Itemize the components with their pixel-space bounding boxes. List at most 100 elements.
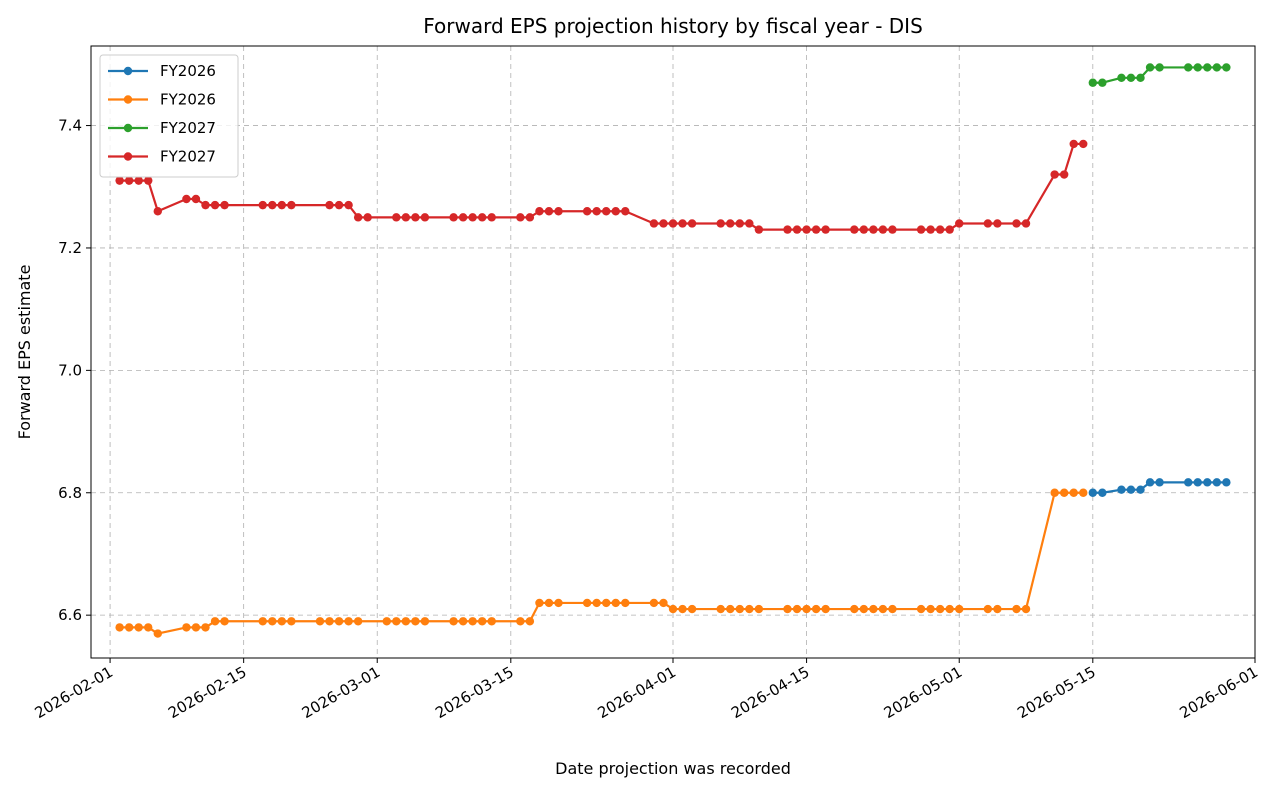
data-point <box>802 225 810 233</box>
y-tick-label: 6.6 <box>58 606 82 624</box>
data-point <box>745 605 753 613</box>
data-point <box>793 605 801 613</box>
data-point <box>411 213 419 221</box>
data-point <box>1136 74 1144 82</box>
data-point <box>1089 489 1097 497</box>
data-point <box>821 605 829 613</box>
data-point <box>888 225 896 233</box>
data-point <box>945 225 953 233</box>
data-point <box>650 219 658 227</box>
data-point <box>802 605 810 613</box>
data-point <box>955 219 963 227</box>
data-point <box>1203 63 1211 71</box>
data-point <box>621 599 629 607</box>
x-tick-label: 2026-04-01 <box>594 663 679 722</box>
data-point <box>1222 478 1230 486</box>
data-point <box>1213 63 1221 71</box>
data-point <box>278 617 286 625</box>
data-point <box>545 599 553 607</box>
data-point <box>182 623 190 631</box>
data-point <box>1022 605 1030 613</box>
legend-marker <box>124 124 132 132</box>
x-axis: 2026-02-012026-02-152026-03-012026-03-15… <box>32 658 1261 722</box>
data-point <box>1060 170 1068 178</box>
data-point <box>717 219 725 227</box>
data-point <box>1146 478 1154 486</box>
data-point <box>211 201 219 209</box>
data-point <box>325 617 333 625</box>
y-axis: 6.66.87.07.27.4 <box>58 117 91 625</box>
data-point <box>860 605 868 613</box>
x-tick-label: 2026-05-15 <box>1014 663 1099 722</box>
data-point <box>879 225 887 233</box>
data-point <box>259 201 267 209</box>
data-point <box>755 605 763 613</box>
legend: FY2026FY2026FY2027FY2027 <box>100 55 238 177</box>
series-0 <box>1089 478 1231 497</box>
x-tick-label: 2026-02-15 <box>165 663 250 722</box>
data-point <box>259 617 267 625</box>
data-point <box>344 617 352 625</box>
data-point <box>468 213 476 221</box>
series-3 <box>115 140 1087 234</box>
y-tick-label: 6.8 <box>58 484 82 502</box>
data-point <box>1184 478 1192 486</box>
data-point <box>449 617 457 625</box>
data-point <box>516 213 524 221</box>
data-point <box>554 599 562 607</box>
legend-marker <box>124 95 132 103</box>
legend-label: FY2027 <box>160 148 216 166</box>
data-point <box>459 213 467 221</box>
data-point <box>220 201 228 209</box>
data-point <box>488 617 496 625</box>
data-point <box>392 213 400 221</box>
data-point <box>821 225 829 233</box>
data-point <box>1127 486 1135 494</box>
data-point <box>526 617 534 625</box>
data-point <box>545 207 553 215</box>
data-point <box>917 225 925 233</box>
data-point <box>1222 63 1230 71</box>
data-point <box>335 201 343 209</box>
data-point <box>793 225 801 233</box>
data-point <box>1098 489 1106 497</box>
data-point <box>850 225 858 233</box>
data-point <box>812 605 820 613</box>
data-point <box>402 213 410 221</box>
data-point <box>1117 486 1125 494</box>
data-point <box>201 623 209 631</box>
series-line <box>120 144 1084 230</box>
data-point <box>421 617 429 625</box>
data-point <box>354 213 362 221</box>
data-point <box>1136 486 1144 494</box>
data-point <box>154 629 162 637</box>
data-point <box>115 623 123 631</box>
data-point <box>144 176 152 184</box>
data-point <box>726 219 734 227</box>
chart-title: Forward EPS projection history by fiscal… <box>423 14 923 38</box>
data-point <box>717 605 725 613</box>
data-point <box>602 599 610 607</box>
data-point <box>592 207 600 215</box>
y-tick-label: 7.2 <box>58 239 82 257</box>
data-point <box>554 207 562 215</box>
data-point <box>659 219 667 227</box>
data-point <box>135 623 143 631</box>
data-point <box>879 605 887 613</box>
data-point <box>1060 489 1068 497</box>
data-point <box>602 207 610 215</box>
data-point <box>1070 140 1078 148</box>
data-point <box>650 599 658 607</box>
data-point <box>955 605 963 613</box>
data-point <box>144 623 152 631</box>
data-point <box>659 599 667 607</box>
data-point <box>1098 79 1106 87</box>
data-point <box>926 225 934 233</box>
data-point <box>678 219 686 227</box>
legend-label: FY2026 <box>160 91 216 109</box>
x-tick-label: 2026-04-15 <box>728 663 813 722</box>
data-point <box>1213 478 1221 486</box>
data-point <box>669 219 677 227</box>
data-point <box>325 201 333 209</box>
